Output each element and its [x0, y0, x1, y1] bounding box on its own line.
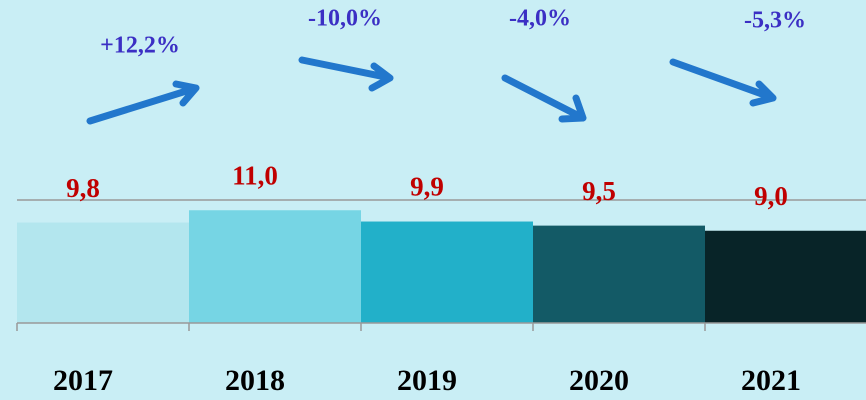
value-label: 11,0 [232, 160, 278, 190]
arrow [86, 80, 200, 125]
bar [705, 230, 866, 323]
bar [361, 221, 533, 323]
arrow [669, 58, 777, 107]
value-label: 9,9 [410, 172, 444, 202]
bar [533, 225, 705, 323]
value-label: 9,0 [754, 181, 788, 211]
x-tick-label: 2019 [397, 364, 457, 397]
value-label: 9,8 [66, 173, 100, 203]
x-tick-label: 2017 [53, 364, 113, 397]
trend-arrows [86, 56, 777, 125]
value-label: 9,5 [582, 176, 616, 206]
change-label: -4,0% [509, 6, 571, 32]
arrow [501, 74, 587, 123]
x-tick-label: 2020 [569, 364, 629, 397]
change-label: +12,2% [100, 33, 180, 59]
change-label: -10,0% [308, 6, 382, 32]
change-label: -5,3% [744, 8, 806, 34]
arrow [298, 56, 394, 92]
x-tick-label: 2021 [741, 364, 801, 397]
bar [17, 222, 189, 323]
x-tick-label: 2018 [225, 364, 285, 397]
bar [189, 210, 361, 323]
